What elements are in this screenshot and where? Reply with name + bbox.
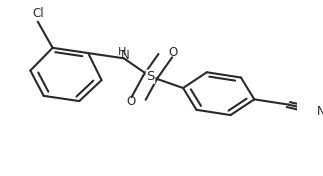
Text: O: O (168, 46, 177, 59)
Text: O: O (127, 95, 136, 108)
Text: H: H (118, 47, 127, 57)
Text: N: N (317, 105, 323, 118)
Text: Cl: Cl (32, 7, 44, 20)
Text: S: S (146, 70, 155, 83)
Text: N: N (121, 49, 130, 62)
